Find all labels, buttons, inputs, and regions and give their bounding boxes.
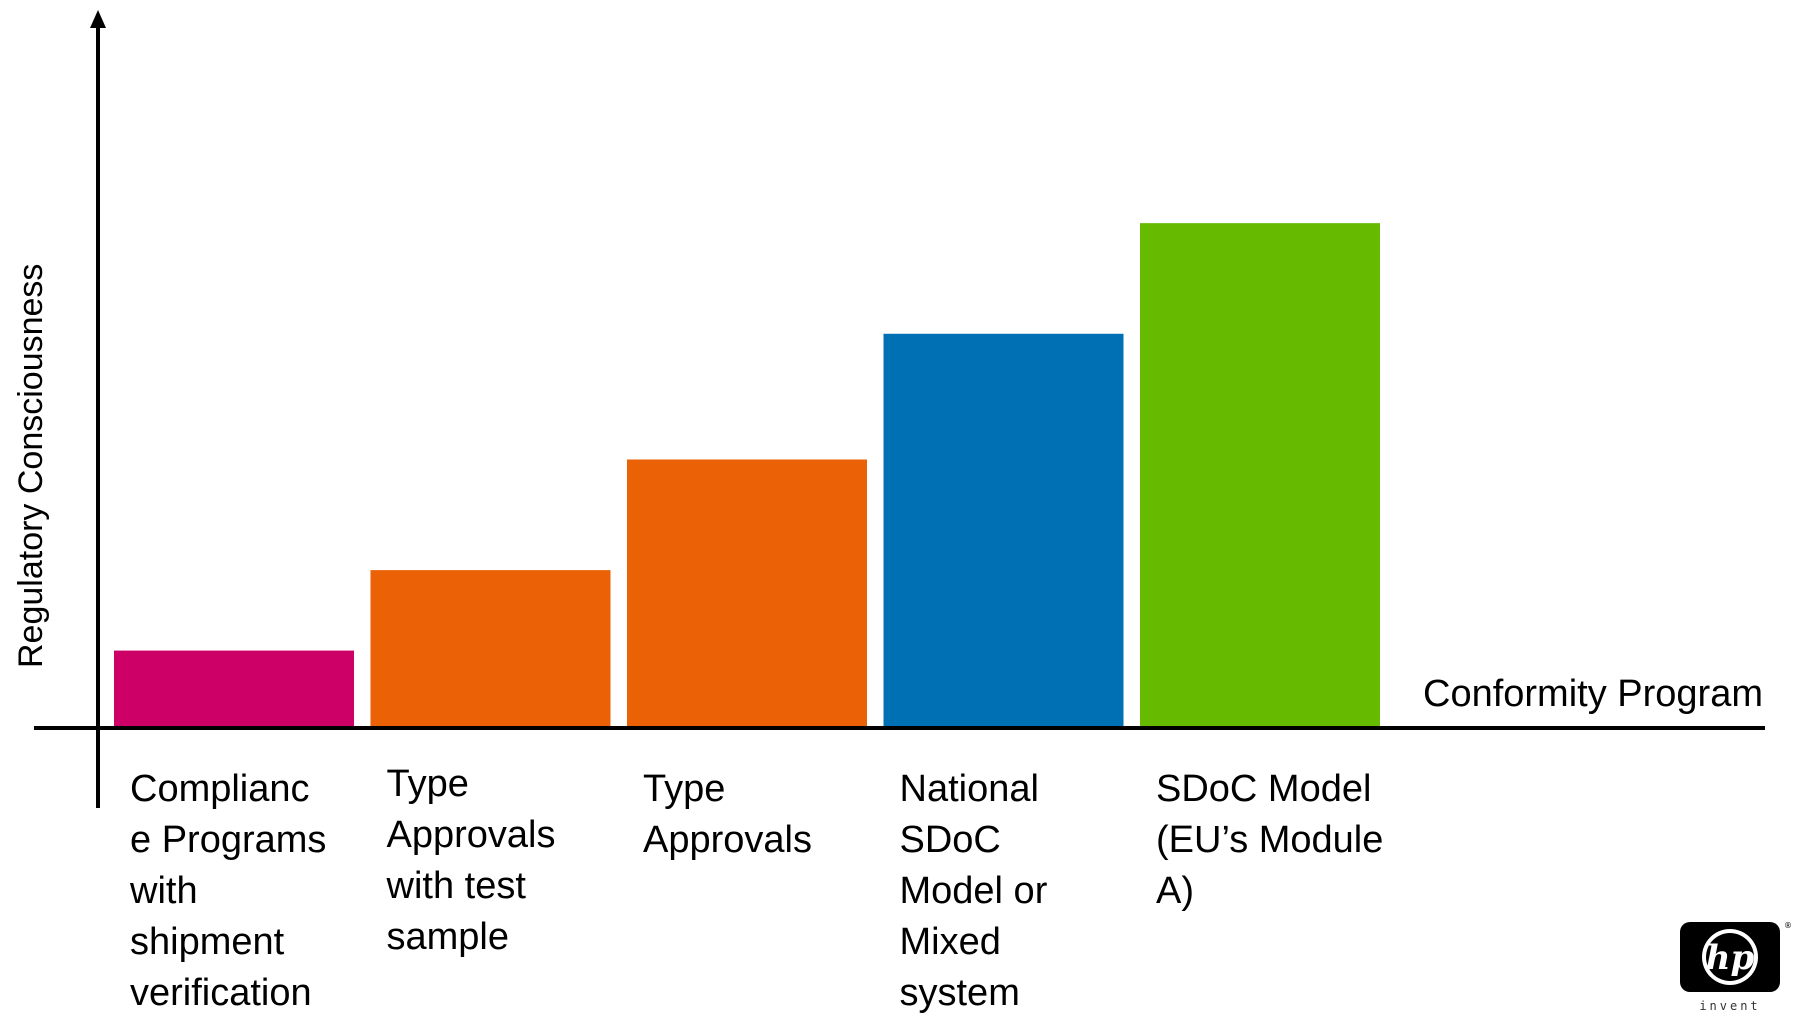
svg-text:hp: hp bbox=[1706, 938, 1755, 978]
bar-group bbox=[114, 223, 1380, 726]
category-label-1: Complianc e Programs with shipment verif… bbox=[130, 768, 327, 1014]
x-axis-title: Conformity Program bbox=[1423, 673, 1763, 715]
category-label-4: National SDoC Model or Mixed system bbox=[899, 768, 1048, 1014]
y-axis-arrow-icon bbox=[90, 10, 106, 28]
category-label-2: Type Approvals with test sample bbox=[386, 763, 556, 958]
category-label-5: SDoC Model (EU’s Module A) bbox=[1156, 768, 1384, 912]
bar-5 bbox=[1140, 223, 1380, 726]
bar-3 bbox=[627, 459, 867, 726]
svg-text:invent: invent bbox=[1699, 999, 1760, 1012]
category-label-3: Type Approvals bbox=[643, 768, 812, 861]
bar-4 bbox=[883, 333, 1124, 726]
hp-logo-icon: hp ® invent bbox=[1680, 922, 1792, 1012]
svg-text:®: ® bbox=[1784, 922, 1792, 930]
bar-2 bbox=[370, 570, 611, 726]
y-axis-title: Regulatory Consciousness bbox=[12, 263, 50, 668]
bar-1 bbox=[114, 650, 354, 726]
